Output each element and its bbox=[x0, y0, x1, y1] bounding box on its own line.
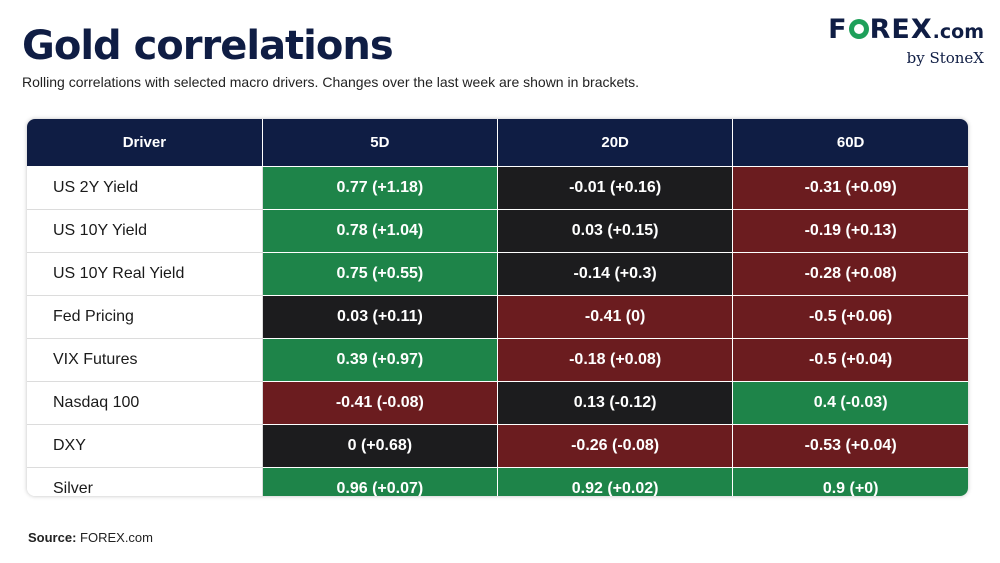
source-value: FOREX.com bbox=[80, 530, 153, 545]
correlation-cell: 0.4 (-0.03) bbox=[732, 381, 968, 425]
correlation-table: Driver 5D 20D 60D US 2Y Yield 0.77 (+1.18) -0… bbox=[27, 119, 968, 496]
column-header-20d: 20D bbox=[497, 119, 734, 167]
correlation-cell: -0.41 (0) bbox=[497, 295, 734, 339]
correlation-cell: 0.92 (+0.02) bbox=[497, 467, 734, 496]
source-label: Source: bbox=[28, 530, 77, 545]
page-title: Gold correlations bbox=[22, 23, 394, 69]
correlation-cell: -0.28 (+0.08) bbox=[732, 252, 968, 296]
table-row: US 10Y Real Yield 0.75 (+0.55) -0.14 (+0.3… bbox=[27, 252, 968, 296]
correlation-cell: 0.03 (+0.15) bbox=[497, 209, 734, 253]
correlation-cell: -0.53 (+0.04) bbox=[732, 424, 968, 468]
correlation-cell: -0.18 (+0.08) bbox=[497, 338, 734, 382]
correlation-cell: -0.5 (+0.06) bbox=[732, 295, 968, 339]
table-row: US 10Y Yield 0.78 (+1.04) 0.03 (+0.15) -0.1… bbox=[27, 209, 968, 253]
correlation-table-panel: Driver 5D 20D 60D US 2Y Yield 0.77 (+1.18) -0… bbox=[27, 119, 968, 496]
correlation-cell: -0.14 (+0.3) bbox=[497, 252, 734, 296]
driver-cell: US 10Y Yield bbox=[27, 209, 263, 253]
driver-cell: US 2Y Yield bbox=[27, 166, 263, 210]
column-header-5d: 5D bbox=[262, 119, 499, 167]
driver-cell: Silver bbox=[27, 467, 263, 496]
column-header-60d: 60D bbox=[732, 119, 968, 167]
table-body: US 2Y Yield 0.77 (+1.18) -0.01 (+0.16) -0.3… bbox=[27, 166, 968, 496]
table-row: Nasdaq 100 -0.41 (-0.08) 0.13 (-0.12) 0.4 (… bbox=[27, 381, 968, 425]
correlation-cell: 0.96 (+0.07) bbox=[262, 467, 499, 496]
correlation-cell: -0.31 (+0.09) bbox=[732, 166, 968, 210]
correlation-cell: -0.01 (+0.16) bbox=[497, 166, 734, 210]
driver-cell: US 10Y Real Yield bbox=[27, 252, 263, 296]
table-header-row: Driver 5D 20D 60D bbox=[27, 119, 968, 167]
correlation-cell: 0.77 (+1.18) bbox=[262, 166, 499, 210]
table-row: US 2Y Yield 0.77 (+1.18) -0.01 (+0.16) -0.3… bbox=[27, 166, 968, 210]
table-row: VIX Futures 0.39 (+0.97) -0.18 (+0.08) -0.5… bbox=[27, 338, 968, 382]
driver-cell: Fed Pricing bbox=[27, 295, 263, 339]
forex-logo: F REX.com by StoneX bbox=[809, 14, 984, 68]
logo-letters-rex: REX bbox=[869, 14, 933, 45]
logo-suffix: .com bbox=[932, 21, 984, 43]
correlation-cell: 0.9 (+0) bbox=[732, 467, 968, 496]
driver-cell: DXY bbox=[27, 424, 263, 468]
logo-wordmark: F REX.com bbox=[809, 14, 984, 48]
correlation-cell: -0.41 (-0.08) bbox=[262, 381, 499, 425]
source-note: Source: FOREX.com bbox=[28, 530, 153, 545]
correlation-cell: 0.39 (+0.97) bbox=[262, 338, 499, 382]
table-row: Fed Pricing 0.03 (+0.11) -0.41 (0) -0.5 (+0… bbox=[27, 295, 968, 339]
page-subtitle: Rolling correlations with selected macro… bbox=[22, 74, 640, 90]
table-row: Silver 0.96 (+0.07) 0.92 (+0.02) 0.9 (+0) bbox=[27, 467, 968, 496]
correlation-cell: -0.19 (+0.13) bbox=[732, 209, 968, 253]
correlation-cell: 0.13 (-0.12) bbox=[497, 381, 734, 425]
correlation-cell: 0.03 (+0.11) bbox=[262, 295, 499, 339]
logo-letter-f: F bbox=[828, 14, 848, 45]
column-header-driver: Driver bbox=[27, 119, 263, 167]
correlation-cell: 0 (+0.68) bbox=[262, 424, 499, 468]
logo-o-icon bbox=[848, 19, 869, 39]
correlation-cell: 0.75 (+0.55) bbox=[262, 252, 499, 296]
driver-cell: Nasdaq 100 bbox=[27, 381, 263, 425]
correlation-cell: 0.78 (+1.04) bbox=[262, 209, 499, 253]
table-row: DXY 0 (+0.68) -0.26 (-0.08) -0.53 (+0.04) bbox=[27, 424, 968, 468]
correlation-cell: -0.5 (+0.04) bbox=[732, 338, 968, 382]
driver-cell: VIX Futures bbox=[27, 338, 263, 382]
logo-byline: by StoneX bbox=[906, 49, 984, 67]
correlation-cell: -0.26 (-0.08) bbox=[497, 424, 734, 468]
